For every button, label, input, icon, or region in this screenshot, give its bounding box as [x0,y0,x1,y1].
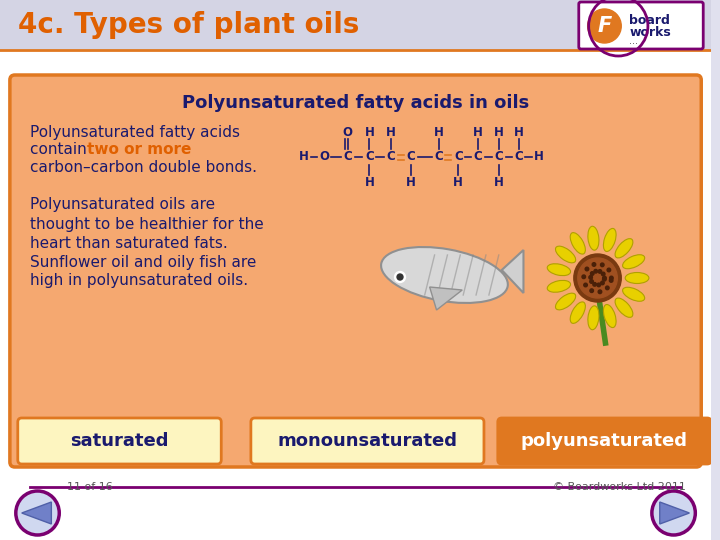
Ellipse shape [623,287,644,301]
Circle shape [582,275,585,279]
Circle shape [397,274,403,280]
Text: C: C [454,151,463,164]
Text: ...: ... [629,36,638,46]
Circle shape [395,272,405,282]
Ellipse shape [588,306,599,330]
FancyBboxPatch shape [10,75,701,467]
Polygon shape [502,250,523,293]
Circle shape [589,275,593,279]
Circle shape [610,276,613,280]
FancyBboxPatch shape [0,50,711,540]
Ellipse shape [555,246,576,263]
Text: H: H [534,151,544,164]
Circle shape [577,258,617,298]
Circle shape [606,286,609,289]
Ellipse shape [603,305,616,328]
Circle shape [601,272,605,276]
Text: 11 of 16: 11 of 16 [67,482,113,492]
Circle shape [607,268,611,272]
Text: C: C [495,151,503,164]
Text: H: H [433,125,444,138]
Text: C: C [387,151,395,164]
Text: H: H [364,176,374,188]
Circle shape [598,269,602,273]
Text: C: C [365,151,374,164]
Ellipse shape [570,233,585,254]
Ellipse shape [625,273,649,284]
Text: C: C [343,151,352,164]
Circle shape [594,269,598,273]
Text: Polyunsaturated oils are: Polyunsaturated oils are [30,198,215,213]
Circle shape [592,262,595,266]
Text: Polyunsaturated fatty acids in oils: Polyunsaturated fatty acids in oils [182,94,529,112]
Text: H: H [494,125,504,138]
Circle shape [609,279,613,282]
Text: carbon–carbon double bonds.: carbon–carbon double bonds. [30,160,256,176]
Text: © Boardworks Ltd 2011: © Boardworks Ltd 2011 [553,482,686,492]
Ellipse shape [381,247,508,303]
Circle shape [590,272,594,275]
Circle shape [652,491,696,535]
FancyBboxPatch shape [251,418,484,464]
Text: C: C [407,151,415,164]
Circle shape [600,263,604,267]
Text: polyunsaturated: polyunsaturated [521,432,688,450]
Circle shape [598,290,602,294]
Text: H: H [386,125,396,138]
Polygon shape [660,502,689,524]
Circle shape [16,491,59,535]
Text: board: board [629,15,670,28]
Text: C: C [434,151,443,164]
Text: O: O [319,151,329,164]
Text: Polyunsaturated fatty acids: Polyunsaturated fatty acids [30,125,240,139]
Text: monounsaturated: monounsaturated [277,432,457,450]
Circle shape [603,276,606,280]
Text: Sunflower oil and oily fish are: Sunflower oil and oily fish are [30,254,256,269]
Ellipse shape [603,228,616,252]
FancyBboxPatch shape [0,0,711,50]
Text: H: H [473,125,483,138]
Ellipse shape [615,239,633,258]
Text: H: H [406,176,416,188]
Circle shape [588,9,621,43]
Circle shape [603,278,606,281]
Text: works: works [629,25,671,38]
Circle shape [590,289,593,293]
Text: two or more: two or more [87,143,192,158]
Text: F: F [598,16,611,36]
Ellipse shape [555,293,576,310]
Ellipse shape [588,226,599,250]
Text: H: H [494,176,504,188]
Text: thought to be healthier for the: thought to be healthier for the [30,217,264,232]
Circle shape [574,254,621,302]
Circle shape [590,280,593,284]
Ellipse shape [547,280,570,292]
Ellipse shape [623,255,644,269]
Text: C: C [514,151,523,164]
Text: H: H [513,125,523,138]
Circle shape [593,282,596,286]
Text: contain: contain [30,143,91,158]
Ellipse shape [547,264,570,275]
Text: 4c. Types of plant oils: 4c. Types of plant oils [18,11,359,39]
Polygon shape [22,502,51,524]
Text: O: O [343,125,353,138]
Text: high in polyunsaturated oils.: high in polyunsaturated oils. [30,273,248,288]
Ellipse shape [615,298,633,318]
Circle shape [584,283,588,287]
Circle shape [585,267,589,271]
Text: C: C [474,151,482,164]
Polygon shape [430,287,462,310]
Circle shape [597,283,600,287]
Text: heart than saturated fats.: heart than saturated fats. [30,235,228,251]
Text: saturated: saturated [71,432,168,450]
FancyBboxPatch shape [18,418,221,464]
Circle shape [600,281,604,285]
Text: H: H [454,176,463,188]
FancyBboxPatch shape [579,2,703,49]
Ellipse shape [570,302,585,323]
Text: H: H [364,125,374,138]
Text: H: H [300,151,309,164]
FancyBboxPatch shape [498,418,711,464]
